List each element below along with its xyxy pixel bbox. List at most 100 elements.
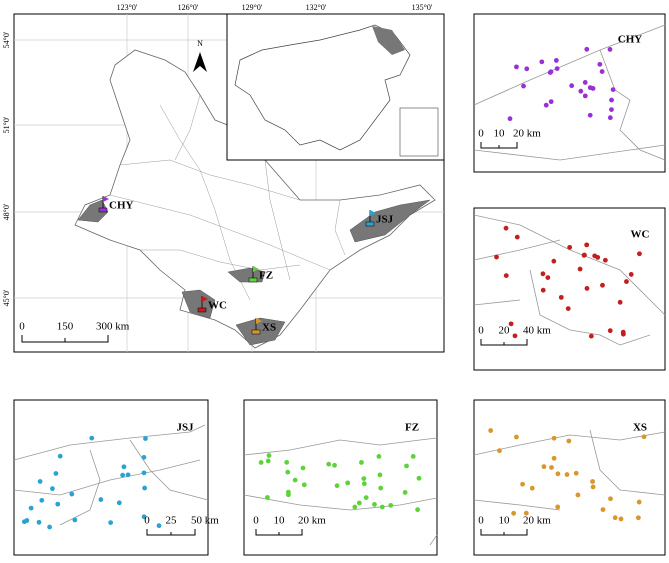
- sample-point: [641, 434, 647, 440]
- sample-point: [607, 115, 613, 121]
- scale-label: 10: [494, 128, 506, 140]
- sample-point: [125, 472, 131, 478]
- scale-label: 10: [499, 515, 511, 527]
- scale-label: 20 km: [513, 128, 541, 140]
- sample-point: [620, 331, 626, 337]
- site-marker: [248, 277, 258, 283]
- study-sites: [77, 199, 431, 346]
- sample-point: [545, 275, 551, 281]
- scale-bar: [480, 142, 518, 149]
- sample-point: [37, 479, 43, 484]
- sample-point: [361, 476, 367, 482]
- site-marker: [365, 221, 375, 227]
- lon-label: 135°0': [412, 3, 433, 12]
- sample-point: [285, 469, 291, 475]
- sample-point: [36, 519, 42, 525]
- scale-label: 20 km: [298, 515, 326, 527]
- sample-point: [284, 459, 290, 465]
- sample-point: [55, 501, 61, 507]
- sample-point: [372, 502, 377, 507]
- sample-point: [547, 70, 553, 75]
- boundary-line: [589, 429, 666, 496]
- sample-point: [567, 244, 573, 250]
- sample-point: [377, 472, 383, 478]
- sample-point: [609, 97, 614, 103]
- sample-point: [520, 481, 525, 487]
- sample-point: [24, 518, 30, 523]
- sample-point: [285, 489, 291, 495]
- sample-point: [141, 470, 147, 476]
- sample-point: [555, 471, 561, 477]
- sample-point: [300, 465, 306, 471]
- sample-point: [379, 504, 385, 510]
- sample-point: [624, 279, 629, 284]
- sample-point: [584, 242, 590, 248]
- sample-point: [156, 523, 162, 529]
- sample-point: [356, 500, 362, 506]
- sample-point: [590, 484, 596, 490]
- boundary-line: [473, 214, 666, 316]
- scale-label: 40 km: [523, 325, 551, 337]
- sample-point: [514, 64, 519, 70]
- inset-site: [372, 26, 405, 55]
- panel-frame: [473, 399, 666, 556]
- scale-label: 25: [166, 515, 178, 527]
- panel-frame: [13, 399, 209, 556]
- scale-label: 0: [478, 515, 484, 527]
- lat-label: 45°0': [2, 289, 11, 306]
- sample-point: [301, 482, 307, 488]
- sample-point: [120, 472, 126, 478]
- sample-point: [584, 286, 590, 291]
- sample-point: [494, 254, 499, 260]
- sample-point: [116, 500, 122, 506]
- scale-label: 300 km: [96, 321, 130, 333]
- scale-label: 0: [19, 321, 25, 333]
- sample-point: [352, 504, 358, 510]
- sample-point: [402, 490, 408, 495]
- panel-label: XS: [633, 422, 647, 434]
- flag: [103, 196, 109, 202]
- sample-point: [607, 46, 613, 52]
- sample-point: [57, 453, 63, 459]
- sample-point: [609, 107, 614, 112]
- panel-frame: [243, 399, 438, 556]
- boundary-line: [473, 431, 666, 456]
- sample-point: [69, 491, 75, 497]
- sample-point: [551, 258, 557, 264]
- sample-point: [540, 271, 546, 277]
- sample-point: [388, 502, 394, 508]
- sample-point: [592, 253, 598, 259]
- sample-point: [514, 234, 520, 240]
- boundary-line: [129, 439, 209, 501]
- scale-bar: [480, 529, 528, 536]
- lat-label: 48°0': [2, 203, 11, 220]
- inset-panel: WC 0 20 40 km: [473, 207, 666, 371]
- scale-label: 20 km: [523, 515, 551, 527]
- sample-point: [628, 272, 634, 277]
- flag: [202, 296, 208, 302]
- sample-point: [539, 59, 545, 65]
- scale-bar: [146, 529, 196, 536]
- sample-point: [590, 479, 595, 484]
- site-marker: [251, 329, 261, 335]
- site-label: XS: [262, 322, 276, 334]
- scale-label: 0: [478, 128, 484, 140]
- north-label: N: [197, 39, 203, 48]
- sample-point: [39, 497, 45, 503]
- north-arrow: [193, 52, 207, 72]
- lon-label: 123°0': [117, 3, 138, 12]
- sample-point: [618, 516, 624, 522]
- inset-panel: JSJ 0 25 50 km: [13, 399, 219, 556]
- main-scale-bar: [21, 335, 109, 343]
- boundary-line: [529, 269, 651, 346]
- sample-point: [565, 306, 571, 312]
- sample-point: [108, 520, 114, 526]
- sample-point: [587, 112, 593, 118]
- sample-point: [72, 517, 78, 523]
- sample-point: [404, 463, 409, 469]
- boundary-line: [429, 534, 438, 546]
- flag: [253, 266, 259, 272]
- sample-point: [549, 465, 554, 470]
- sample-point: [292, 477, 298, 483]
- boundary-line: [13, 459, 201, 496]
